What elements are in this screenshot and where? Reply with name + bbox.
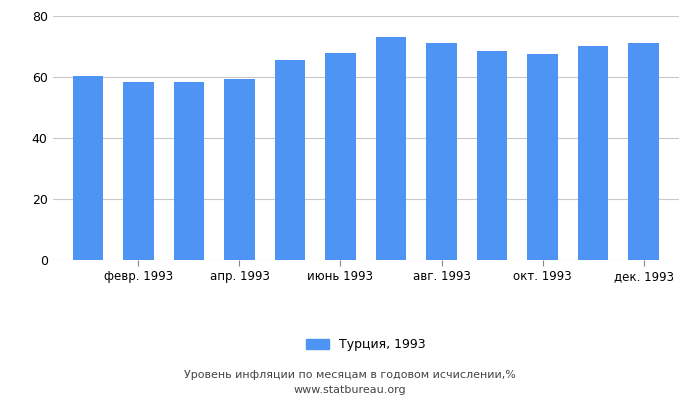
Bar bbox=[123, 82, 153, 260]
Bar bbox=[275, 60, 305, 260]
Bar bbox=[326, 53, 356, 260]
Bar bbox=[376, 37, 406, 260]
Bar bbox=[224, 78, 255, 260]
Bar bbox=[527, 54, 558, 260]
Bar bbox=[73, 76, 103, 260]
Bar bbox=[174, 82, 204, 260]
Legend: Турция, 1993: Турция, 1993 bbox=[301, 333, 430, 356]
Bar bbox=[477, 51, 508, 260]
Bar bbox=[578, 46, 608, 260]
Text: Уровень инфляции по месяцам в годовом исчислении,%: Уровень инфляции по месяцам в годовом ис… bbox=[184, 370, 516, 380]
Bar bbox=[426, 44, 456, 260]
Text: www.statbureau.org: www.statbureau.org bbox=[294, 385, 406, 395]
Bar bbox=[629, 44, 659, 260]
